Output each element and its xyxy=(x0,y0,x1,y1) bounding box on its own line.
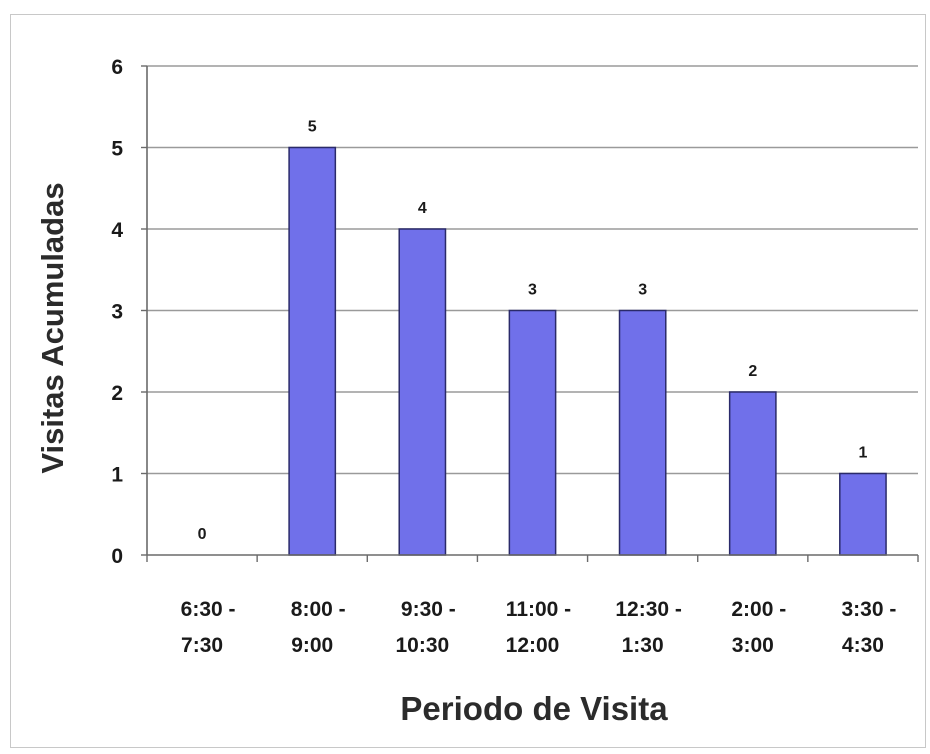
x-tick-label: 1:30 xyxy=(622,634,664,657)
axes xyxy=(141,65,919,562)
y-tick-label: 3 xyxy=(111,301,123,324)
chart-frame xyxy=(10,14,926,748)
data-label: 3 xyxy=(528,282,537,299)
x-tick-label: 3:30 - xyxy=(841,598,896,621)
data-label: 1 xyxy=(858,445,867,462)
bar xyxy=(288,146,337,556)
x-tick-label: 10:30 xyxy=(395,634,449,657)
x-tick-label: 4:30 xyxy=(842,634,884,657)
y-tick-label: 0 xyxy=(111,545,123,568)
data-label: 4 xyxy=(418,200,427,217)
y-axis-title: Visitas Acumuladas xyxy=(35,182,70,473)
bar xyxy=(508,309,557,556)
x-tick-label: 7:30 xyxy=(181,634,223,657)
y-tick-label: 4 xyxy=(111,219,123,242)
y-tick-labels: 0 1 2 3 4 5 6 xyxy=(111,56,123,568)
y-tick-label: 2 xyxy=(111,382,123,405)
x-tick-label: 9:30 - xyxy=(401,598,456,621)
x-tick-label: 6:30 - xyxy=(181,598,236,621)
bar xyxy=(728,391,777,556)
bar xyxy=(839,472,887,556)
x-tick-label: 8:00 - xyxy=(291,598,346,621)
bar xyxy=(618,309,667,556)
data-label: 2 xyxy=(748,363,757,380)
x-tick-labels: 6:30 - 7:30 8:00 - 9:00 9:30 - 10:30 11:00 - 12… xyxy=(181,598,897,657)
x-tick-label: 12:30 - xyxy=(615,598,682,621)
x-tick-label: 2:00 - xyxy=(731,598,786,621)
y-tick-label: 1 xyxy=(111,464,123,487)
data-label: 3 xyxy=(638,282,647,299)
data-label: 0 xyxy=(198,526,207,543)
x-tick-label: 3:00 xyxy=(732,634,774,657)
x-tick-label: 9:00 xyxy=(291,634,333,657)
gridlines xyxy=(147,65,918,475)
bars xyxy=(288,146,887,556)
x-tick-label: 11:00 - xyxy=(506,598,571,621)
y-tick-label: 6 xyxy=(111,56,123,79)
data-label: 5 xyxy=(308,119,317,136)
bar xyxy=(398,228,447,556)
y-tick-label: 5 xyxy=(111,138,123,161)
data-labels: 0 5 4 3 3 2 1 xyxy=(198,119,868,544)
x-tick-label: 12:00 xyxy=(506,634,560,657)
x-axis-title: Periodo de Visita xyxy=(400,690,668,727)
